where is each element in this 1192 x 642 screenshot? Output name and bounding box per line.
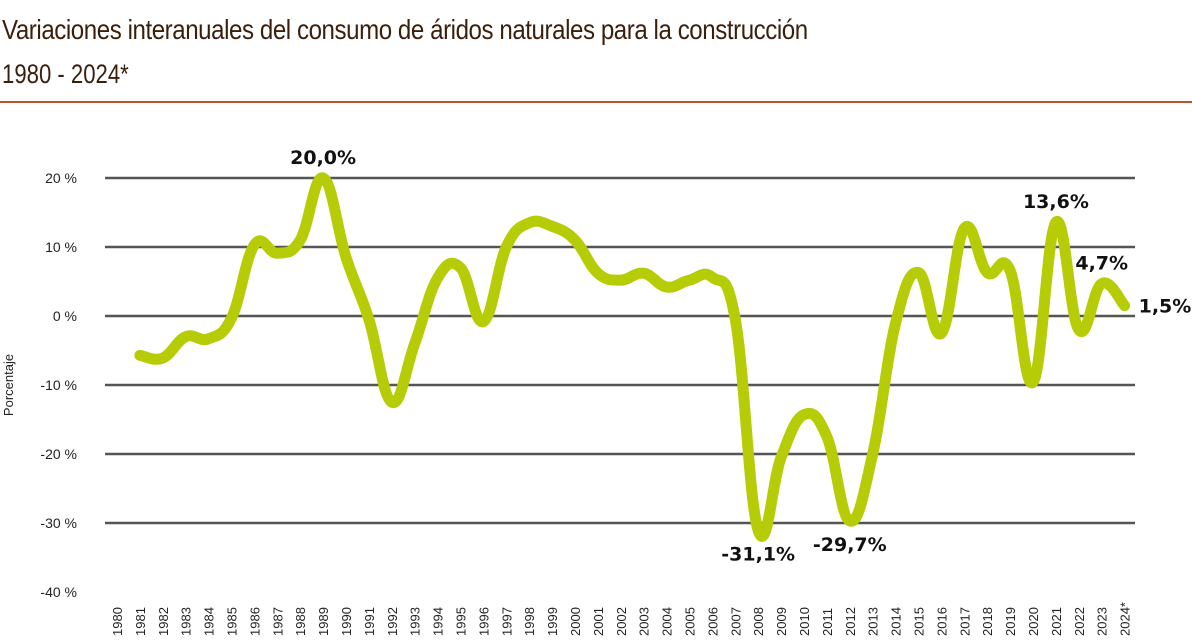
title-divider [0, 101, 1192, 103]
x-tick-label: 1995 [454, 607, 469, 636]
x-tick-label: 2022 [1072, 607, 1087, 636]
x-tick-label: 2010 [797, 607, 812, 636]
y-tick-label: 10 % [45, 239, 77, 255]
y-tick-label: 20 % [45, 170, 77, 186]
y-axis-label: Porcentaje [1, 354, 16, 416]
data-label: 13,6% [1023, 191, 1089, 213]
x-tick-label: 2018 [980, 607, 995, 636]
x-tick-label: 2000 [568, 607, 583, 636]
x-tick-label: 2019 [1003, 607, 1018, 636]
x-tick-label: 2001 [591, 607, 606, 636]
x-tick-label: 2011 [820, 608, 835, 636]
x-tick-label: 2024* [1118, 602, 1133, 636]
data-annotations: 20,0% -31,1% -29,7% 13,6% 4,7% 1,5% [290, 147, 1191, 566]
x-tick-label: 2021 [1049, 607, 1064, 636]
y-axis-ticks: 20 % 10 % 0 % -10 % -20 % -30 % -40 % [40, 170, 77, 600]
x-tick-label: 1986 [247, 607, 262, 636]
x-tick-label: 1997 [499, 607, 514, 636]
x-tick-label: 1987 [270, 607, 285, 636]
x-tick-label: 2017 [957, 607, 972, 636]
chart-subtitle: 1980 - 2024* [2, 59, 129, 89]
x-tick-label: 1989 [316, 607, 331, 636]
x-tick-label: 2004 [660, 607, 675, 636]
chart-title: Variaciones interanuales del consumo de … [2, 14, 808, 45]
x-tick-label: 2002 [614, 607, 629, 636]
gridlines [105, 176, 1135, 525]
x-tick-label: 1994 [431, 607, 446, 636]
x-tick-label: 1980 [110, 607, 125, 636]
y-tick-label: -40 % [40, 584, 77, 600]
x-tick-label: 2020 [1026, 607, 1041, 636]
x-tick-label: 1982 [156, 607, 171, 636]
y-tick-label: -30 % [40, 515, 77, 531]
x-tick-label: 1993 [408, 607, 423, 636]
x-tick-label: 1984 [202, 607, 217, 636]
x-tick-label: 1981 [133, 607, 148, 636]
x-tick-label: 1991 [362, 607, 377, 636]
x-tick-label: 1983 [179, 607, 194, 636]
x-tick-label: 2008 [751, 607, 766, 636]
x-tick-label: 1985 [225, 607, 240, 636]
data-label: -29,7% [813, 534, 887, 556]
x-tick-label: 2013 [866, 607, 881, 636]
x-tick-label: 1992 [385, 607, 400, 636]
x-tick-label: 2015 [912, 607, 927, 636]
y-tick-label: 0 % [53, 308, 77, 324]
data-label: 1,5% [1139, 296, 1192, 318]
data-label: 4,7% [1075, 253, 1128, 275]
x-tick-label: 2014 [889, 607, 904, 636]
x-tick-label: 1996 [476, 607, 491, 636]
x-tick-label: 2012 [843, 607, 858, 636]
x-tick-label: 2009 [774, 607, 789, 636]
x-tick-label: 1988 [293, 607, 308, 636]
x-tick-label: 1990 [339, 607, 354, 636]
x-tick-label: 1998 [522, 607, 537, 636]
x-tick-label: 2007 [728, 607, 743, 636]
x-axis-ticks: 1980 1981 1982 1983 1984 1985 1986 1987 1988 1989… [110, 602, 1133, 636]
x-tick-label: 2016 [934, 607, 949, 636]
series-line [134, 172, 1131, 542]
data-label: -31,1% [721, 544, 795, 566]
y-tick-label: -10 % [40, 377, 77, 393]
x-tick-label: 2005 [683, 607, 698, 636]
x-tick-label: 2003 [637, 607, 652, 636]
x-tick-label: 1999 [545, 607, 560, 636]
y-tick-label: -20 % [40, 446, 77, 462]
x-tick-label: 2023 [1095, 607, 1110, 636]
data-label: 20,0% [290, 147, 356, 169]
x-tick-label: 2006 [705, 607, 720, 636]
